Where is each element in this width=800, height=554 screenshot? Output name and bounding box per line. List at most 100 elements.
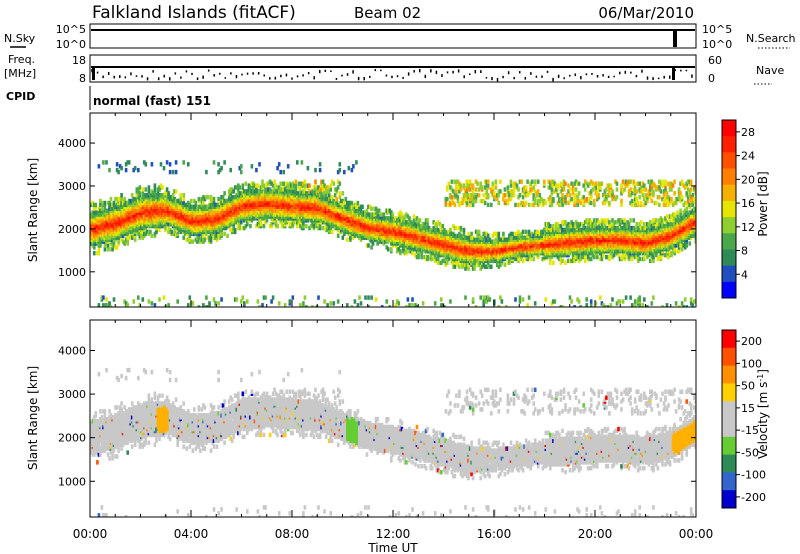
- power-cell: [256, 189, 260, 194]
- power-cell: [496, 231, 499, 237]
- power-cell: [450, 179, 454, 184]
- power-cell: [215, 233, 219, 238]
- power-cell: [174, 169, 178, 175]
- power-cell: [293, 206, 296, 211]
- power-cell: [217, 162, 220, 167]
- freq-marker: [92, 66, 95, 80]
- power-cell: [237, 183, 240, 188]
- power-cell: [161, 193, 164, 198]
- power-cell: [323, 200, 326, 206]
- power-cell: [406, 220, 410, 225]
- power-cell: [388, 208, 392, 213]
- power-cell: [503, 262, 507, 267]
- power-cell: [371, 222, 375, 227]
- power-cell: [393, 227, 396, 233]
- power-cell: [467, 193, 470, 198]
- power-cell: [227, 189, 231, 194]
- power-cell: [115, 245, 119, 250]
- power-cell: [217, 169, 220, 175]
- power-cell: [147, 231, 151, 237]
- nsky-min-label: 10^0: [56, 38, 86, 51]
- power-cell: [153, 187, 157, 192]
- power-cell: [102, 295, 105, 300]
- power-cell: [220, 297, 223, 302]
- power-cell: [133, 237, 137, 242]
- power-cell: [203, 204, 207, 209]
- power-cell: [97, 206, 101, 211]
- power-cell: [243, 301, 246, 306]
- power-cell: [452, 264, 455, 269]
- power-cell: [477, 229, 481, 235]
- power-cell: [206, 305, 210, 307]
- power-cell: [474, 237, 478, 242]
- nave-max-label: 60: [708, 54, 722, 67]
- power-cell: [493, 191, 496, 196]
- power-cell: [488, 243, 491, 248]
- power-cell: [490, 254, 493, 260]
- power-cell: [218, 200, 222, 206]
- nave-point: [346, 73, 349, 76]
- power-cell: [152, 191, 155, 196]
- power-cell: [511, 189, 514, 194]
- power-cell: [153, 191, 157, 196]
- power-cell: [323, 299, 326, 304]
- power-cell: [440, 223, 443, 229]
- power-cell: [106, 222, 110, 227]
- power-cell: [121, 229, 125, 235]
- power-cell: [208, 235, 211, 240]
- power-cell: [200, 222, 204, 227]
- nave-point: [141, 75, 143, 78]
- power-cell: [265, 181, 269, 186]
- nave-point: [107, 71, 110, 75]
- power-cell: [508, 196, 511, 202]
- power-cell: [483, 237, 487, 242]
- power-cell: [137, 167, 140, 173]
- power-cell: [199, 204, 202, 209]
- power-cell: [462, 183, 466, 188]
- power-cell: [262, 295, 266, 300]
- power-cell: [421, 222, 425, 227]
- power-cell: [477, 262, 481, 267]
- power-cell: [285, 212, 288, 217]
- power-cell: [252, 181, 255, 186]
- power-cell: [120, 193, 123, 198]
- power-cell: [126, 200, 129, 206]
- power-cell: [453, 225, 457, 231]
- power-cell: [494, 251, 498, 256]
- power-cell: [329, 183, 332, 188]
- nave-point: [213, 74, 215, 77]
- power-cell: [132, 299, 135, 304]
- power-cell: [268, 210, 272, 215]
- power-cell: [494, 179, 498, 184]
- power-cell: [270, 222, 273, 227]
- power-cell: [258, 210, 261, 215]
- power-cell: [356, 225, 360, 231]
- power-cell: [412, 214, 416, 219]
- power-cell: [261, 206, 264, 211]
- power-cell: [264, 295, 267, 300]
- power-cell: [126, 210, 129, 215]
- nave-point: [246, 72, 249, 75]
- power-cell: [455, 225, 458, 231]
- power-cell: [355, 208, 358, 213]
- power-cell: [303, 183, 307, 188]
- power-cell: [486, 202, 490, 208]
- power-cell: [370, 212, 373, 217]
- power-cell: [106, 247, 110, 252]
- power-cell: [497, 200, 501, 206]
- power-cell: [493, 231, 496, 237]
- power-cell: [353, 202, 357, 208]
- power-cell: [296, 160, 299, 165]
- power-cell: [367, 243, 370, 248]
- power-cell: [230, 195, 234, 200]
- power-cell: [100, 206, 104, 211]
- power-cell: [440, 297, 443, 302]
- power-cell: [250, 164, 254, 169]
- power-cell: [308, 189, 311, 194]
- power-cell: [280, 222, 284, 227]
- power-cell: [167, 303, 170, 307]
- power-cell: [161, 185, 164, 190]
- power-cell: [126, 241, 129, 246]
- power-cell: [391, 212, 395, 217]
- power-cell: [223, 191, 226, 196]
